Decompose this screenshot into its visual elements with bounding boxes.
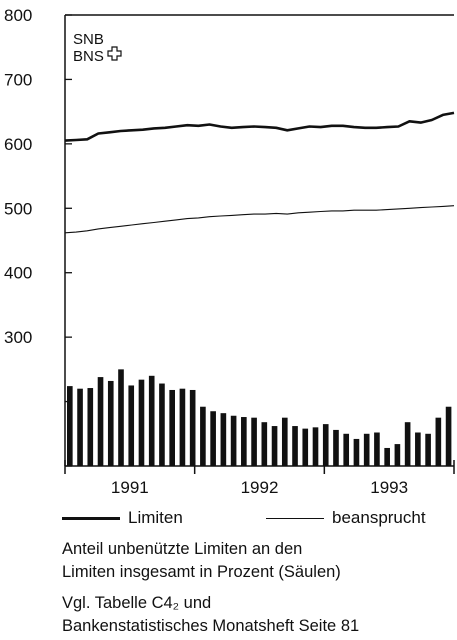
legend-swatch-thick: [62, 516, 120, 520]
snb-bns-logo: SNB BNS: [73, 31, 122, 65]
y-tick-label: 600: [4, 135, 32, 154]
y-tick-label: 400: [4, 264, 32, 283]
legend-item-beansprucht: beansprucht: [266, 508, 426, 528]
bar: [435, 417, 442, 466]
caption-line-4: Bankenstatistisches Monatsheft Seite 81: [62, 617, 360, 635]
bar: [87, 388, 94, 466]
bar: [128, 385, 135, 466]
bar: [404, 422, 411, 466]
bar: [333, 429, 339, 466]
brand-snb: SNB: [73, 31, 104, 48]
legend-swatch-thin: [266, 517, 324, 519]
y-tick-label: 300: [4, 328, 32, 347]
bar: [384, 447, 390, 466]
axes: 800 700 600 500 400 300 1991 1992 1993: [4, 6, 455, 497]
x-tick-label: 1991: [111, 478, 149, 497]
bar: [169, 389, 175, 466]
bars-series: [67, 369, 452, 466]
bar: [77, 388, 83, 466]
x-tick-label: 1993: [370, 478, 408, 497]
chart: 800 700 600 500 400 300 1991 1992 1993 SNB BNS: [4, 6, 455, 497]
swiss-cross-icon: [107, 46, 122, 61]
bar: [159, 383, 165, 466]
lines-layer: [64, 111, 455, 234]
bar: [353, 438, 360, 466]
bar: [230, 415, 237, 466]
bar: [189, 389, 196, 466]
bar: [107, 380, 114, 466]
caption-line-3: Vgl. Tabelle C4₂ und: [62, 594, 212, 612]
legend: Limiten beansprucht: [62, 508, 457, 534]
line-Limiten: [64, 111, 455, 142]
bar: [148, 375, 155, 466]
x-tick-label: 1992: [241, 478, 279, 497]
y-tick-label: 800: [4, 6, 32, 25]
bar: [425, 433, 431, 466]
legend-item-limiten: Limiten: [62, 508, 183, 528]
bar: [67, 386, 73, 466]
caption-line-1: Anteil unbenützte Limiten an den: [62, 540, 303, 558]
bar: [312, 427, 319, 466]
y-tick-label: 700: [4, 70, 32, 89]
bar: [363, 433, 370, 466]
caption-line-2: Limiten insgesamt in Prozent (Säulen): [62, 563, 341, 581]
bar: [302, 428, 309, 466]
bar: [322, 424, 329, 466]
bar: [343, 433, 350, 466]
bar: [394, 444, 401, 466]
bar: [261, 422, 268, 466]
bar: [200, 406, 206, 466]
bar: [374, 432, 380, 466]
bar: [220, 413, 227, 466]
brand-bns: BNS: [73, 48, 104, 65]
bar: [415, 432, 421, 466]
line-beansprucht: [64, 205, 455, 234]
bar: [281, 417, 288, 466]
bar: [241, 417, 247, 466]
bar: [97, 377, 104, 466]
bar: [251, 417, 257, 466]
bar: [271, 426, 278, 466]
bar: [179, 388, 186, 466]
y-tick-label: 500: [4, 199, 32, 218]
bar: [210, 411, 216, 466]
legend-label-beansprucht: beansprucht: [332, 508, 426, 527]
bar: [138, 379, 145, 466]
legend-label-limiten: Limiten: [128, 508, 183, 527]
bar: [445, 406, 452, 466]
bar: [292, 426, 298, 466]
bar: [118, 369, 124, 466]
